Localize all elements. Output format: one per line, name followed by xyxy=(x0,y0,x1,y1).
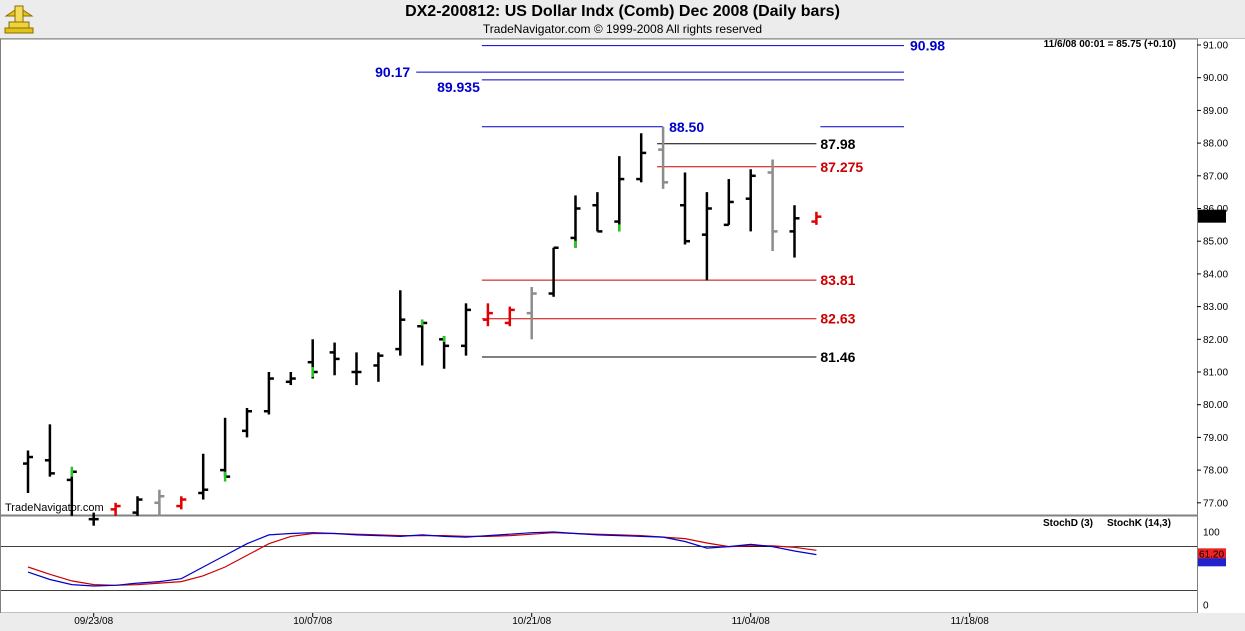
price-axis-label: 89.00 xyxy=(1203,106,1228,117)
ohlc-bar xyxy=(395,290,406,356)
price-axis-label: 79.00 xyxy=(1203,433,1228,444)
price-axis-label: 77.00 xyxy=(1203,498,1228,509)
ohlc-bar xyxy=(285,372,296,386)
price-axis-label: 78.00 xyxy=(1203,466,1228,477)
last-price-label: 85.75 xyxy=(1200,212,1225,223)
level-label: 83.81 xyxy=(820,272,855,288)
ohlc-bar xyxy=(23,450,33,493)
level-label: 81.46 xyxy=(820,349,855,365)
ohlc-bar xyxy=(745,169,756,232)
level-label: 90.17 xyxy=(375,64,410,80)
ohlc-bar xyxy=(482,303,493,327)
date-axis-label: 11/18/08 xyxy=(951,616,990,627)
ohlc-bar xyxy=(680,172,690,245)
ohlc-bar xyxy=(811,211,822,225)
ohlc-bar xyxy=(176,496,187,510)
price-panel-frame xyxy=(0,38,1198,516)
price-axis-label: 82.00 xyxy=(1203,335,1228,346)
date-axis-strip xyxy=(0,613,1245,631)
level-label: 90.98 xyxy=(910,38,945,54)
price-axis-label: 91.00 xyxy=(1203,41,1228,52)
watermark-text: TradeNavigator.com xyxy=(5,502,104,514)
ohlc-bar xyxy=(220,417,231,482)
ohlc-bar xyxy=(373,352,384,382)
ohlc-bar xyxy=(461,303,471,356)
level-label: 89.935 xyxy=(437,79,480,95)
ohlc-bar xyxy=(242,407,252,438)
date-axis-label: 10/21/08 xyxy=(512,616,551,627)
ohlc-bar xyxy=(198,453,209,500)
ohlc-bar xyxy=(154,489,165,516)
ohlc-bar xyxy=(614,156,625,232)
ohlc-bar xyxy=(66,466,77,516)
oscillator-axis-label: 0 xyxy=(1203,601,1209,612)
ohlc-bar xyxy=(548,246,559,297)
price-axis-label: 87.00 xyxy=(1203,171,1228,182)
ohlc-bar xyxy=(88,512,99,526)
trade-navigator-logo-icon xyxy=(4,5,34,34)
price-axis-label: 90.00 xyxy=(1203,73,1228,84)
last-price-box xyxy=(1198,209,1226,223)
ohlc-bar xyxy=(307,339,318,379)
ohlc-bar xyxy=(658,126,669,189)
oscillator-panel-frame xyxy=(0,515,1198,614)
ohlc-bar xyxy=(439,336,450,369)
level-label: 82.63 xyxy=(820,311,855,327)
ohlc-bar xyxy=(526,286,537,340)
ohlc-bar xyxy=(44,424,55,477)
ohlc-bar xyxy=(701,192,712,281)
date-axis-label: 09/23/08 xyxy=(74,616,113,627)
ohlc-bar xyxy=(132,496,143,516)
price-axis-label: 86.00 xyxy=(1203,204,1228,215)
legend-stoch-k: StochK (14,3) xyxy=(1107,518,1171,529)
oscillator-last-box-red xyxy=(1198,548,1226,559)
ohlc-bar xyxy=(767,159,778,252)
level-label: 87.98 xyxy=(820,136,855,152)
date-axis-label: 10/07/08 xyxy=(293,616,332,627)
ohlc-bar xyxy=(110,502,121,516)
ohlc-bar xyxy=(636,133,647,183)
date-axis-label: 11/04/08 xyxy=(732,616,771,627)
ohlc-bar xyxy=(789,205,800,258)
stoch-d-line xyxy=(27,532,817,586)
level-label: 87.275 xyxy=(820,159,863,175)
price-axis-label: 81.00 xyxy=(1203,368,1228,379)
ohlc-bar xyxy=(570,195,581,248)
price-axis-label: 83.00 xyxy=(1203,302,1228,313)
price-axis-label: 85.00 xyxy=(1203,237,1228,248)
oscillator-last-label: 61.20 xyxy=(1199,549,1224,560)
price-axis-label: 88.00 xyxy=(1203,139,1228,150)
quote-readout: 11/6/08 00:01 = 85.75 (+0.10) xyxy=(1044,39,1176,50)
legend-stoch-d: StochD (3) xyxy=(1043,518,1093,529)
ohlc-bar xyxy=(263,372,274,415)
price-axis-label: 80.00 xyxy=(1203,400,1228,411)
ohlc-bar xyxy=(329,342,340,376)
ohlc-bar xyxy=(417,319,428,366)
ohlc-bar xyxy=(592,192,603,233)
chart-subtitle: TradeNavigator.com © 1999-2008 All right… xyxy=(482,22,763,36)
chart-header: DX2-200812: US Dollar Indx (Comb) Dec 20… xyxy=(0,0,1245,39)
price-axis-label: 84.00 xyxy=(1203,269,1228,280)
oscillator-axis-label: 100 xyxy=(1203,528,1220,539)
ohlc-bar xyxy=(351,352,362,386)
chart-title: DX2-200812: US Dollar Indx (Comb) Dec 20… xyxy=(405,3,840,20)
stoch-k-line xyxy=(27,531,817,587)
level-label: 88.50 xyxy=(669,119,704,135)
ohlc-bar xyxy=(723,179,734,227)
ohlc-bar xyxy=(504,306,515,327)
